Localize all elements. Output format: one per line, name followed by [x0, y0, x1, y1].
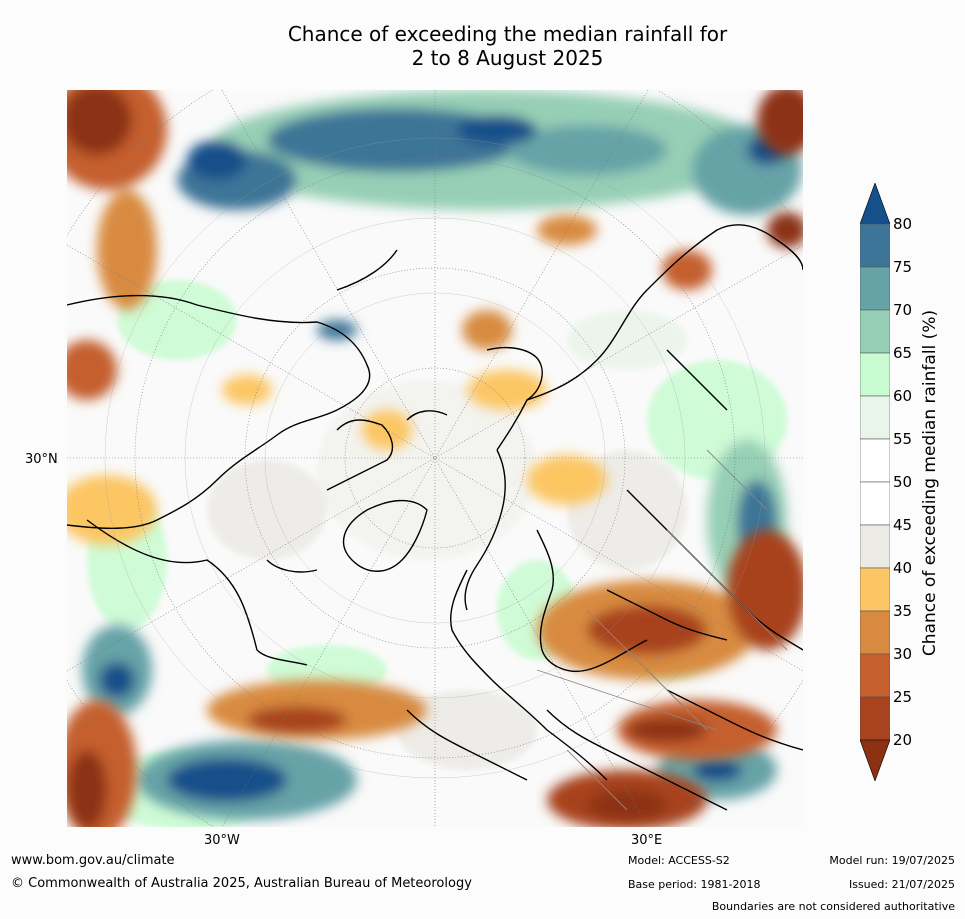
colorbar-tick-20: 20 — [893, 731, 913, 749]
footer-disclaimer: Boundaries are not considered authoritat… — [711, 900, 955, 913]
longitude-label-30e: 30°E — [631, 833, 663, 848]
graticule — [67, 90, 803, 827]
colorbar-tick-35: 35 — [893, 602, 913, 620]
footer-model-run: Model run: 19/07/2025 — [829, 854, 955, 867]
coastlines — [67, 224, 803, 811]
colorbar-block-20-25 — [860, 696, 890, 741]
footer-model: Model: ACCESS-S2 — [628, 854, 730, 867]
rainfall-probability-map — [67, 90, 803, 827]
footer-base-period: Base period: 1981-2018 — [628, 878, 761, 891]
longitude-label-30w: 30°W — [204, 833, 240, 848]
colorbar-tick-75: 75 — [893, 258, 913, 276]
colorbar-label: Chance of exceeding median rainfall (%) — [920, 309, 940, 657]
colorbar-block-65-70 — [860, 309, 890, 354]
contour-lines — [104, 137, 766, 779]
colorbar-block-70-75 — [860, 266, 890, 311]
colorbar-block-75-80 — [860, 223, 890, 268]
dry-anomaly-regions — [67, 90, 803, 827]
colorbar-block-35-40 — [860, 567, 890, 612]
colorbar-tick-70: 70 — [893, 301, 913, 319]
colorbar-tick-30: 30 — [893, 645, 913, 663]
map-canvas — [67, 90, 803, 827]
colorbar-tick-25: 25 — [893, 688, 913, 706]
colorbar-block-40-45 — [860, 524, 890, 569]
colorbar-block-50-55 — [860, 438, 890, 483]
colorbar-block-30-35 — [860, 610, 890, 655]
colorbar-block-45-50 — [860, 481, 890, 526]
colorbar-tick-65: 65 — [893, 344, 913, 362]
footer-url: www.bom.gov.au/climate — [11, 853, 175, 868]
chart-title-line-1: Chance of exceeding the median rainfall … — [287, 22, 728, 46]
colorbar-tick-60: 60 — [893, 387, 913, 405]
country-borders — [536, 449, 788, 811]
colorbar-block-25-30 — [860, 653, 890, 698]
latitude-label-30n: 30°N — [25, 452, 58, 467]
colorbar-extend-max — [860, 183, 890, 225]
footer-copyright: © Commonwealth of Australia 2025, Austra… — [11, 876, 472, 891]
footer-issued: Issued: 21/07/2025 — [848, 878, 955, 891]
colorbar-extend-min — [860, 739, 890, 781]
colorbar-block-55-60 — [860, 395, 890, 440]
colorbar-tick-40: 40 — [893, 559, 913, 577]
colorbar-tick-50: 50 — [893, 473, 913, 491]
colorbar-tick-80: 80 — [893, 215, 913, 233]
chart-title-line-2: 2 to 8 August 2025 — [411, 46, 604, 70]
colorbar-tick-55: 55 — [893, 430, 913, 448]
colorbar — [860, 183, 890, 781]
chart-title: Chance of exceeding the median rainfall … — [250, 22, 765, 70]
colorbar-tick-45: 45 — [893, 516, 913, 534]
colorbar-block-60-65 — [860, 352, 890, 397]
